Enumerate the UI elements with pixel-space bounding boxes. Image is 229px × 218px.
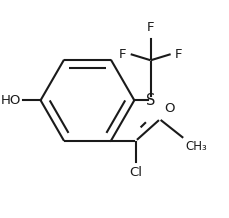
- Text: HO: HO: [1, 94, 21, 107]
- Text: F: F: [119, 48, 126, 61]
- Text: CH₃: CH₃: [184, 140, 206, 153]
- Text: F: F: [174, 48, 181, 61]
- Text: O: O: [164, 102, 174, 115]
- Text: F: F: [146, 21, 154, 34]
- Text: S: S: [145, 93, 155, 108]
- Text: Cl: Cl: [129, 166, 142, 179]
